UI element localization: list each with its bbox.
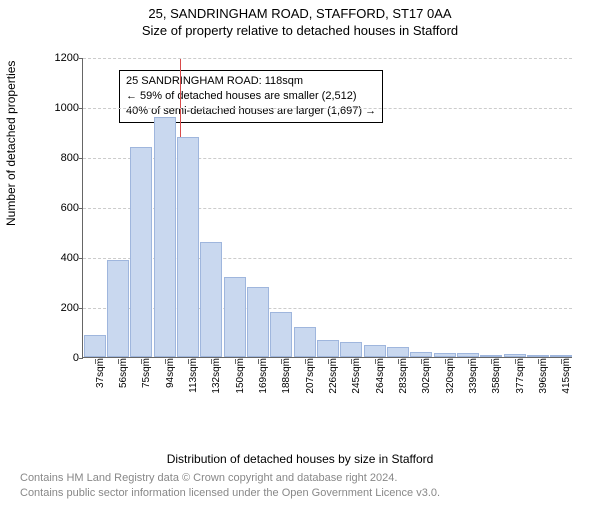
histogram-bar (317, 340, 339, 358)
ytick-mark (79, 158, 83, 159)
histogram-bar (480, 355, 502, 358)
xtick-label: 283sqm (398, 358, 409, 394)
ytick-label: 600 (51, 202, 79, 214)
page-subtitle: Size of property relative to detached ho… (0, 23, 600, 38)
footer-attribution: Contains HM Land Registry data © Crown c… (20, 471, 440, 500)
footer-line-1: Contains HM Land Registry data © Crown c… (20, 471, 440, 485)
annotation-line: ← 59% of detached houses are smaller (2,… (126, 89, 376, 104)
xtick-label: 339sqm (468, 358, 479, 394)
ytick-label: 200 (51, 302, 79, 314)
xtick-label: 94sqm (165, 358, 176, 388)
x-axis-label: Distribution of detached houses by size … (0, 452, 600, 466)
histogram-bar (340, 342, 362, 357)
chart-container: 25 SANDRINGHAM ROAD: 118sqm← 59% of deta… (50, 50, 580, 420)
xtick-label: 226sqm (328, 358, 339, 394)
ytick-mark (79, 108, 83, 109)
histogram-bar (294, 327, 316, 357)
histogram-bar (387, 347, 409, 357)
histogram-bar (177, 137, 199, 357)
annotation-box: 25 SANDRINGHAM ROAD: 118sqm← 59% of deta… (119, 70, 383, 123)
xtick-label: 75sqm (141, 358, 152, 388)
xtick-label: 396sqm (538, 358, 549, 394)
xtick-label: 150sqm (235, 358, 246, 394)
gridline-h (83, 108, 572, 109)
xtick-label: 415sqm (561, 358, 572, 394)
footer-line-2: Contains public sector information licen… (20, 486, 440, 500)
xtick-label: 245sqm (351, 358, 362, 394)
xtick-label: 37sqm (95, 358, 106, 388)
xtick-label: 320sqm (445, 358, 456, 394)
histogram-bar (247, 287, 269, 357)
histogram-bar (364, 345, 386, 358)
plot-area: 25 SANDRINGHAM ROAD: 118sqm← 59% of deta… (82, 58, 572, 358)
xtick-label: 264sqm (375, 358, 386, 394)
annotation-line: 25 SANDRINGHAM ROAD: 118sqm (126, 74, 376, 89)
xtick-label: 169sqm (258, 358, 269, 394)
ytick-mark (79, 308, 83, 309)
xtick-label: 358sqm (491, 358, 502, 394)
histogram-bar (107, 260, 129, 358)
ytick-mark (79, 358, 83, 359)
ytick-mark (79, 208, 83, 209)
ytick-label: 400 (51, 252, 79, 264)
ytick-label: 0 (51, 352, 79, 364)
histogram-bar (504, 354, 526, 357)
ytick-label: 1000 (51, 102, 79, 114)
histogram-bar (200, 242, 222, 357)
histogram-bar (224, 277, 246, 357)
histogram-bar (457, 353, 479, 357)
xtick-label: 377sqm (515, 358, 526, 394)
page-title: 25, SANDRINGHAM ROAD, STAFFORD, ST17 0AA (0, 6, 600, 21)
histogram-bar (434, 353, 456, 357)
ytick-label: 1200 (51, 52, 79, 64)
ytick-mark (79, 258, 83, 259)
histogram-bar (550, 355, 572, 357)
xtick-label: 56sqm (118, 358, 129, 388)
xtick-label: 113sqm (188, 358, 199, 393)
xtick-label: 207sqm (305, 358, 316, 394)
xtick-label: 188sqm (281, 358, 292, 394)
histogram-bar (527, 355, 549, 358)
gridline-h (83, 58, 572, 59)
ytick-label: 800 (51, 152, 79, 164)
histogram-bar (130, 147, 152, 357)
histogram-bar (410, 352, 432, 357)
histogram-bar (154, 117, 176, 357)
xtick-label: 132sqm (211, 358, 222, 394)
xtick-label: 302sqm (421, 358, 432, 394)
histogram-bar (270, 312, 292, 357)
ytick-mark (79, 58, 83, 59)
histogram-bar (84, 335, 106, 358)
y-axis-label: Number of detached properties (4, 61, 18, 226)
